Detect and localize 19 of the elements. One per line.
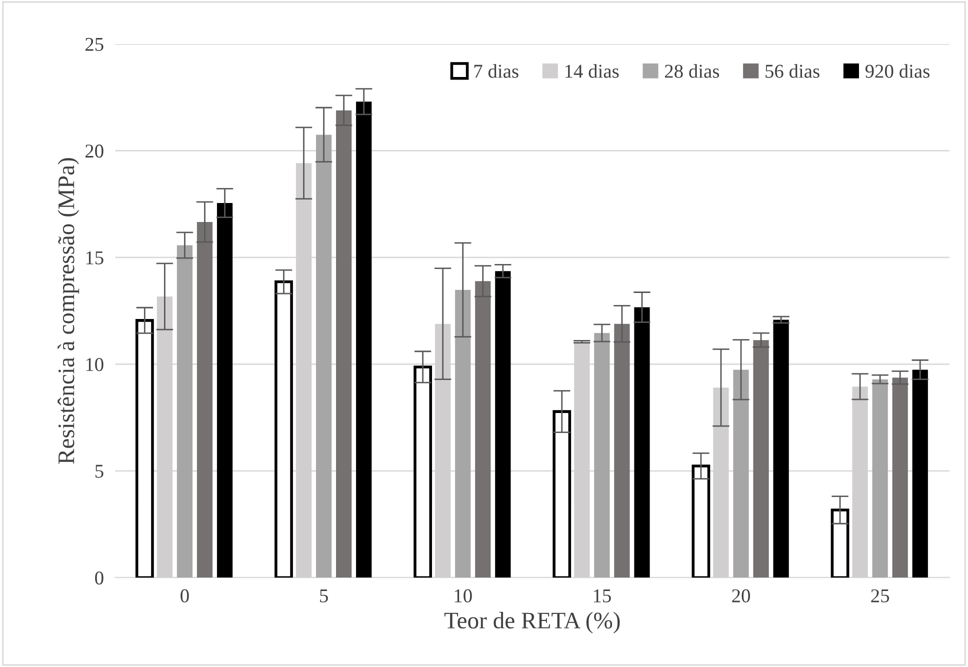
y-tick-label: 0 [95, 571, 104, 585]
x-tick-label: 15 [594, 589, 611, 602]
legend-label: 14 dias [565, 64, 619, 78]
y-tick-label: 5 [95, 464, 104, 478]
x-tick-label: 0 [180, 589, 189, 602]
legend-label: 56 dias [766, 64, 820, 78]
y-tick-label: 25 [85, 38, 104, 51]
x-axis-title: Teor de RETA (%) [444, 612, 620, 634]
x-tick-label: 25 [871, 589, 890, 602]
x-tick-label: 10 [454, 589, 472, 602]
x-tick-label: 20 [732, 589, 750, 602]
y-tick-label: 15 [86, 251, 104, 264]
legend-label: 920 dias [865, 64, 930, 78]
legend-label: 7 dias [474, 64, 518, 78]
legend-label: 28 dias [664, 64, 720, 78]
x-tick-label: 5 [320, 589, 328, 602]
y-tick-label: 10 [86, 358, 104, 372]
y-axis-title: Resistência à compressão (MPa) [58, 158, 80, 464]
y-tick-label: 20 [85, 144, 104, 158]
